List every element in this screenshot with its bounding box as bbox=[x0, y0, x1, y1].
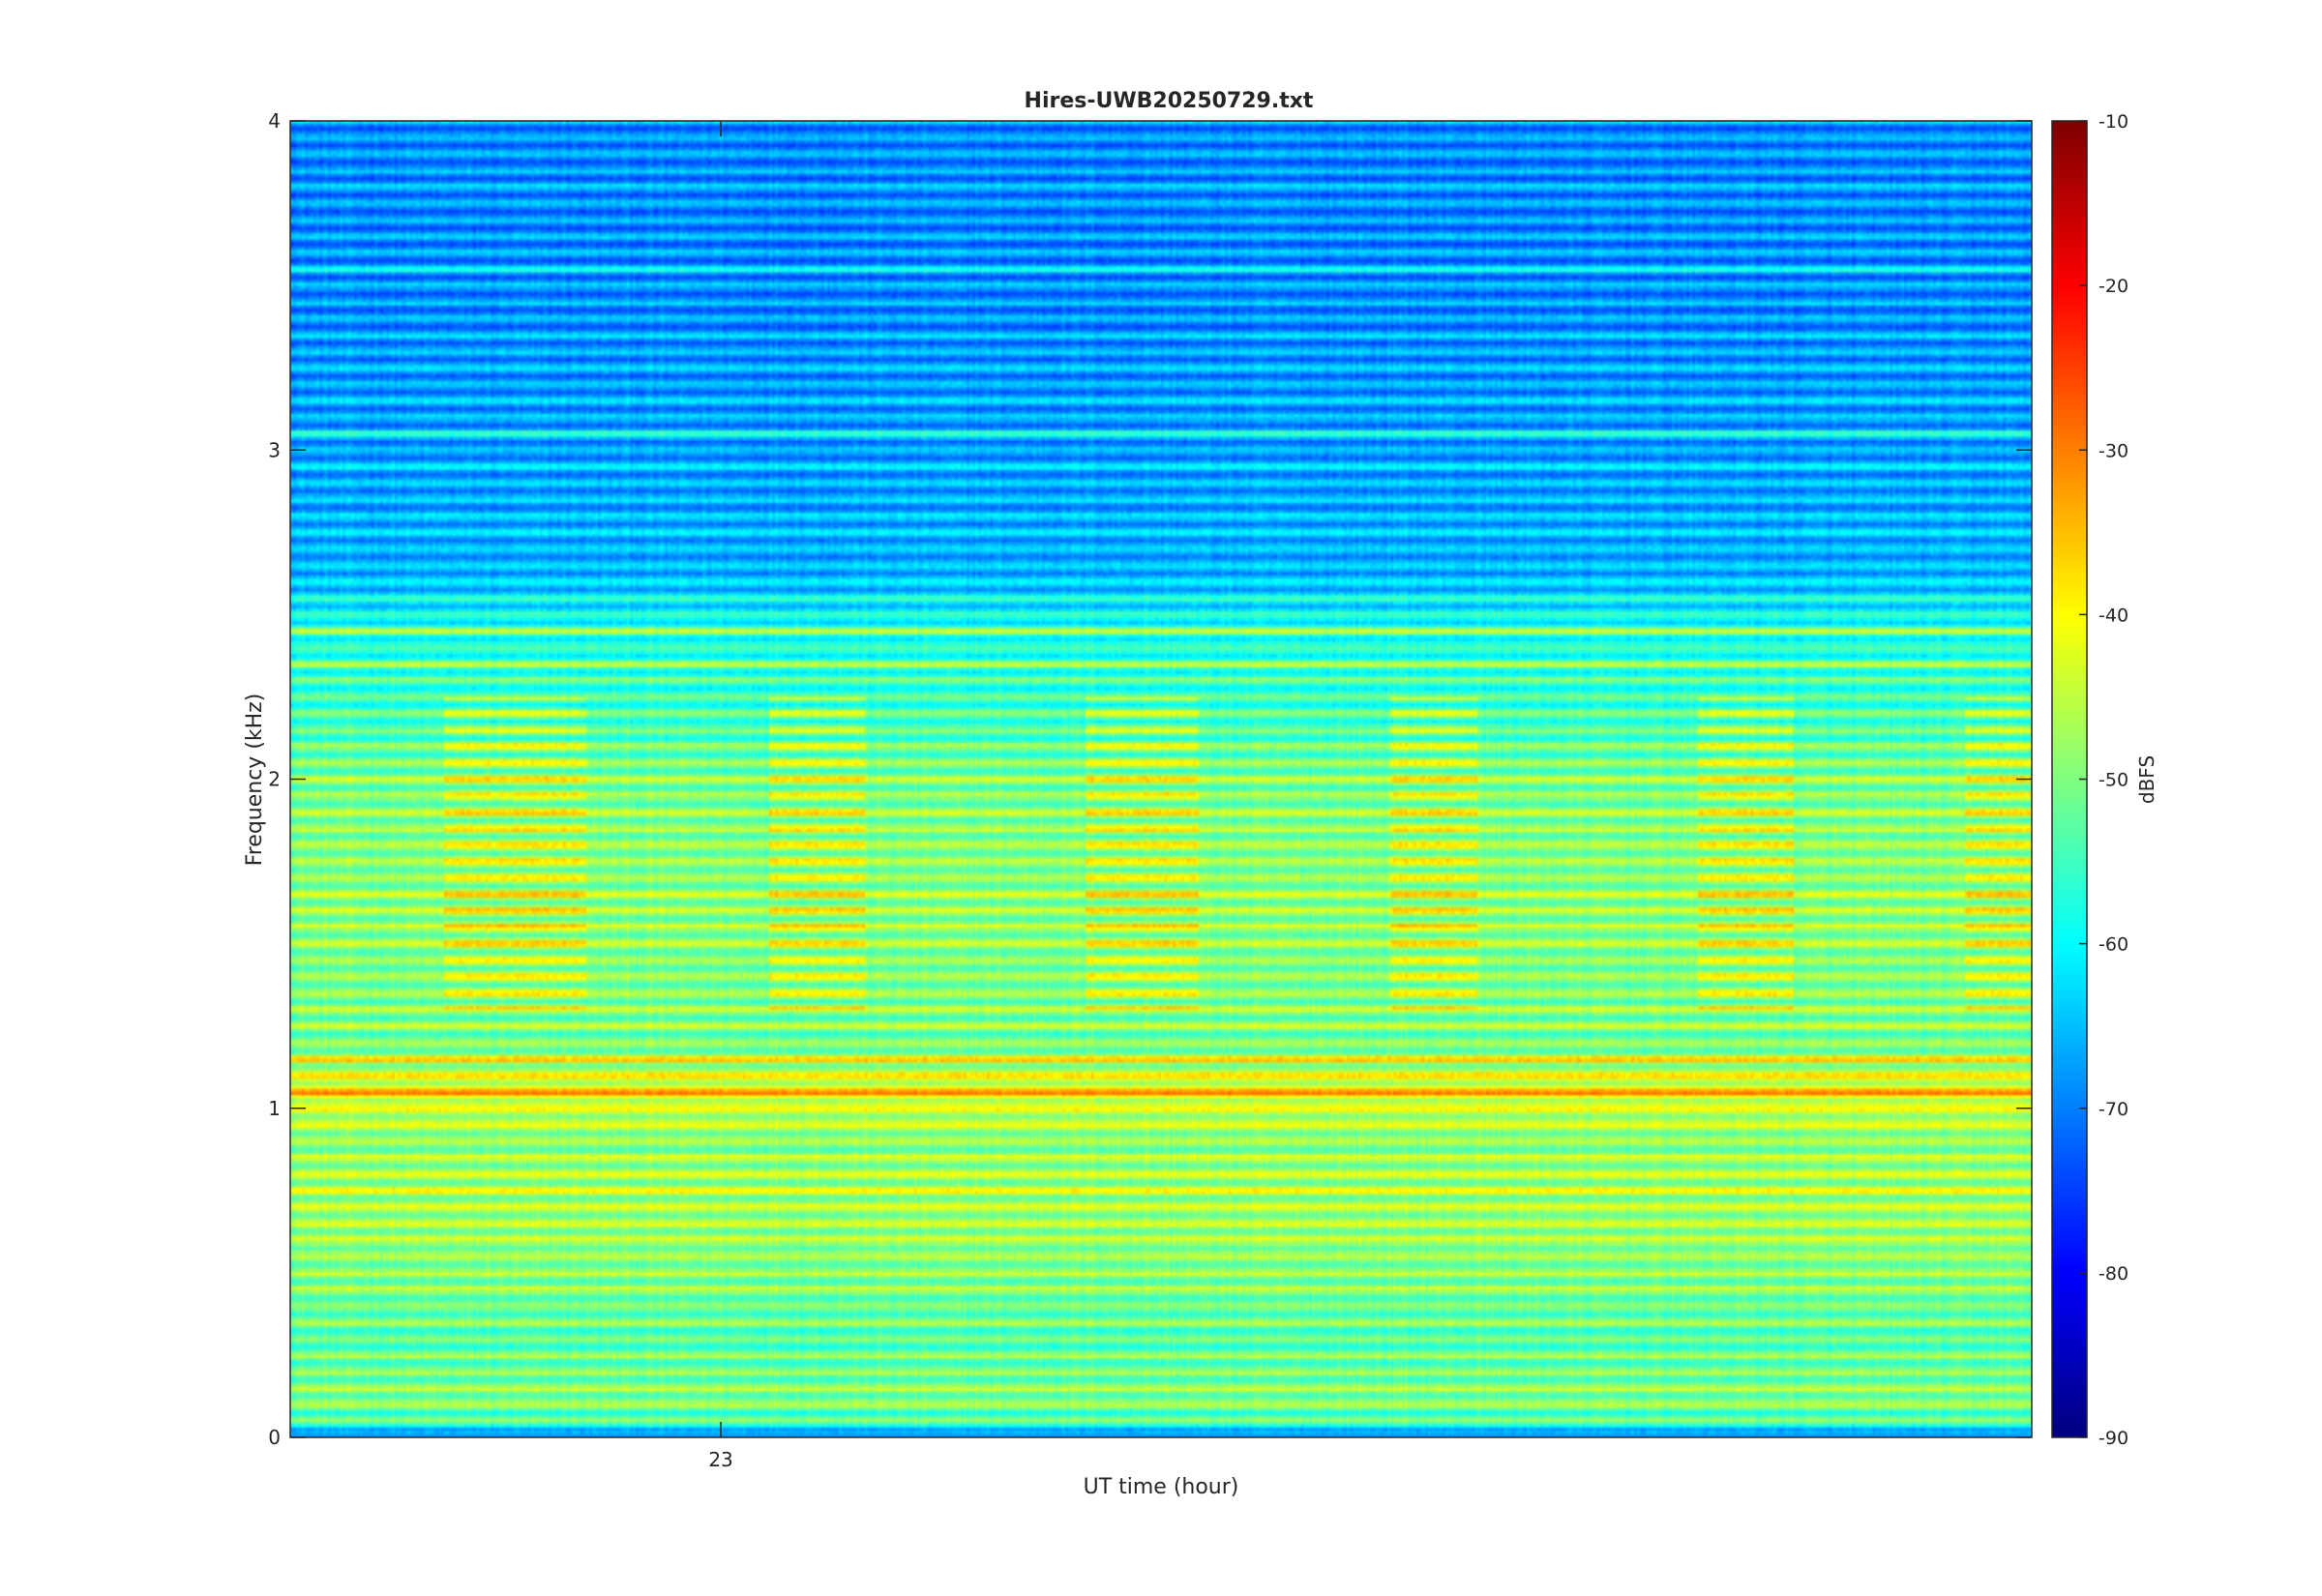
y-tick-label: 2 bbox=[268, 768, 281, 791]
spectrogram-heatmap bbox=[290, 121, 2032, 1437]
y-tick-label: 4 bbox=[268, 109, 281, 133]
colorbar-ticks: -90 -80 -70 -60 -50 -40 -30 -20 -10 bbox=[2079, 111, 2128, 1449]
y-axis: 0 1 2 3 4 bbox=[268, 109, 2032, 1449]
x-tick-label: 23 bbox=[708, 1448, 732, 1471]
y-tick-label: 0 bbox=[268, 1426, 281, 1449]
colorbar-tick-label: -40 bbox=[2099, 605, 2128, 626]
y-tick-label: 1 bbox=[268, 1097, 281, 1120]
y-axis-label: Frequency (kHz) bbox=[243, 694, 267, 867]
y-tick-label: 3 bbox=[268, 438, 281, 461]
colorbar-tick-label: -50 bbox=[2099, 770, 2128, 791]
colorbar-tick-label: -30 bbox=[2099, 440, 2128, 461]
colorbar: -90 -80 -70 -60 -50 -40 -30 -20 -10 dBFS bbox=[2051, 111, 2158, 1449]
colorbar-tick-label: -90 bbox=[2099, 1428, 2128, 1449]
x-axis-label: UT time (hour) bbox=[1084, 1475, 1239, 1499]
colorbar-label: dBFS bbox=[2135, 755, 2158, 804]
colorbar-tick-label: -80 bbox=[2099, 1263, 2128, 1285]
plot-area bbox=[289, 120, 2033, 1438]
chart-title: Hires-UWB20250729.txt bbox=[1025, 89, 1314, 113]
colorbar-tick-label: -10 bbox=[2099, 111, 2128, 133]
colorbar-tick-label: -60 bbox=[2099, 934, 2128, 956]
colorbar-tick-label: -20 bbox=[2099, 276, 2128, 297]
x-axis: 23 bbox=[708, 121, 733, 1471]
colorbar-tick-label: -70 bbox=[2099, 1099, 2128, 1120]
